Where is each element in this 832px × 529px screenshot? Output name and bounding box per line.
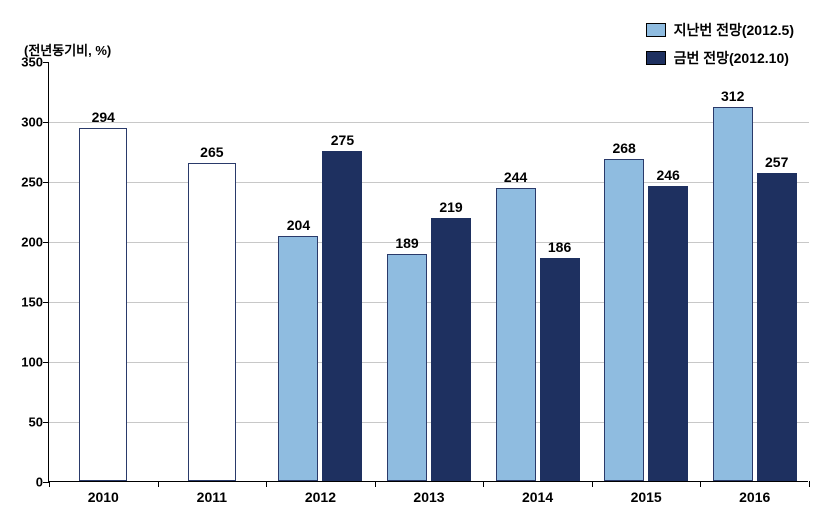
x-tick	[809, 481, 810, 487]
plot-area: 0501001502002503003502010294201126520122…	[48, 62, 808, 482]
x-tick	[483, 481, 484, 487]
bar-value-label: 257	[765, 154, 788, 174]
x-axis-label: 2012	[305, 481, 336, 505]
bars-group: 204275	[278, 151, 362, 481]
y-axis-label: 150	[21, 295, 49, 310]
bar: 294	[79, 128, 127, 481]
bar: 275	[322, 151, 362, 481]
x-axis-label: 2014	[522, 481, 553, 505]
chart-container: (전년동기비, %) 지난번 전망(2012.5) 금번 전망(2012.10)…	[0, 0, 832, 529]
x-tick	[49, 481, 50, 487]
y-axis-label: 350	[21, 55, 49, 70]
bars-group: 268246	[604, 159, 688, 481]
bar-value-label: 265	[200, 144, 223, 164]
x-tick	[592, 481, 593, 487]
y-axis-label: 300	[21, 115, 49, 130]
bar-value-label: 275	[331, 132, 354, 152]
bar-value-label: 294	[92, 109, 115, 129]
y-axis-label: 0	[36, 475, 49, 490]
bar-value-label: 189	[395, 235, 418, 255]
bar: 268	[604, 159, 644, 481]
bars-group: 294	[79, 128, 127, 481]
y-axis-label: 200	[21, 235, 49, 250]
x-axis-label: 2013	[413, 481, 444, 505]
bar: 219	[431, 218, 471, 481]
legend-swatch-prev	[646, 23, 666, 37]
x-tick	[158, 481, 159, 487]
x-tick	[375, 481, 376, 487]
bars-group: 244186	[496, 188, 580, 481]
bars-group: 265	[188, 163, 236, 481]
bar: 265	[188, 163, 236, 481]
bar: 312	[713, 107, 753, 481]
bars-group: 312257	[713, 107, 797, 481]
y-axis-label: 100	[21, 355, 49, 370]
gridline	[49, 122, 809, 123]
bar-value-label: 268	[612, 140, 635, 160]
bar: 186	[540, 258, 580, 481]
gridline	[49, 182, 809, 183]
legend-item: 지난번 전망(2012.5)	[646, 20, 794, 40]
bar-value-label: 246	[656, 167, 679, 187]
x-tick	[266, 481, 267, 487]
bar: 257	[757, 173, 797, 481]
bar: 204	[278, 236, 318, 481]
y-axis-label: 250	[21, 175, 49, 190]
bar-value-label: 204	[287, 217, 310, 237]
x-axis-label: 2010	[88, 481, 119, 505]
bars-group: 189219	[387, 218, 471, 481]
x-tick	[700, 481, 701, 487]
x-axis-label: 2011	[197, 481, 227, 505]
bar: 189	[387, 254, 427, 481]
bar: 244	[496, 188, 536, 481]
bar: 246	[648, 186, 688, 481]
legend-label: 지난번 전망(2012.5)	[674, 20, 794, 40]
bar-value-label: 219	[439, 199, 462, 219]
bar-value-label: 244	[504, 169, 527, 189]
y-axis-label: 50	[29, 415, 49, 430]
x-axis-label: 2016	[739, 481, 770, 505]
bar-value-label: 186	[548, 239, 571, 259]
bar-value-label: 312	[721, 88, 744, 108]
x-axis-label: 2015	[631, 481, 662, 505]
